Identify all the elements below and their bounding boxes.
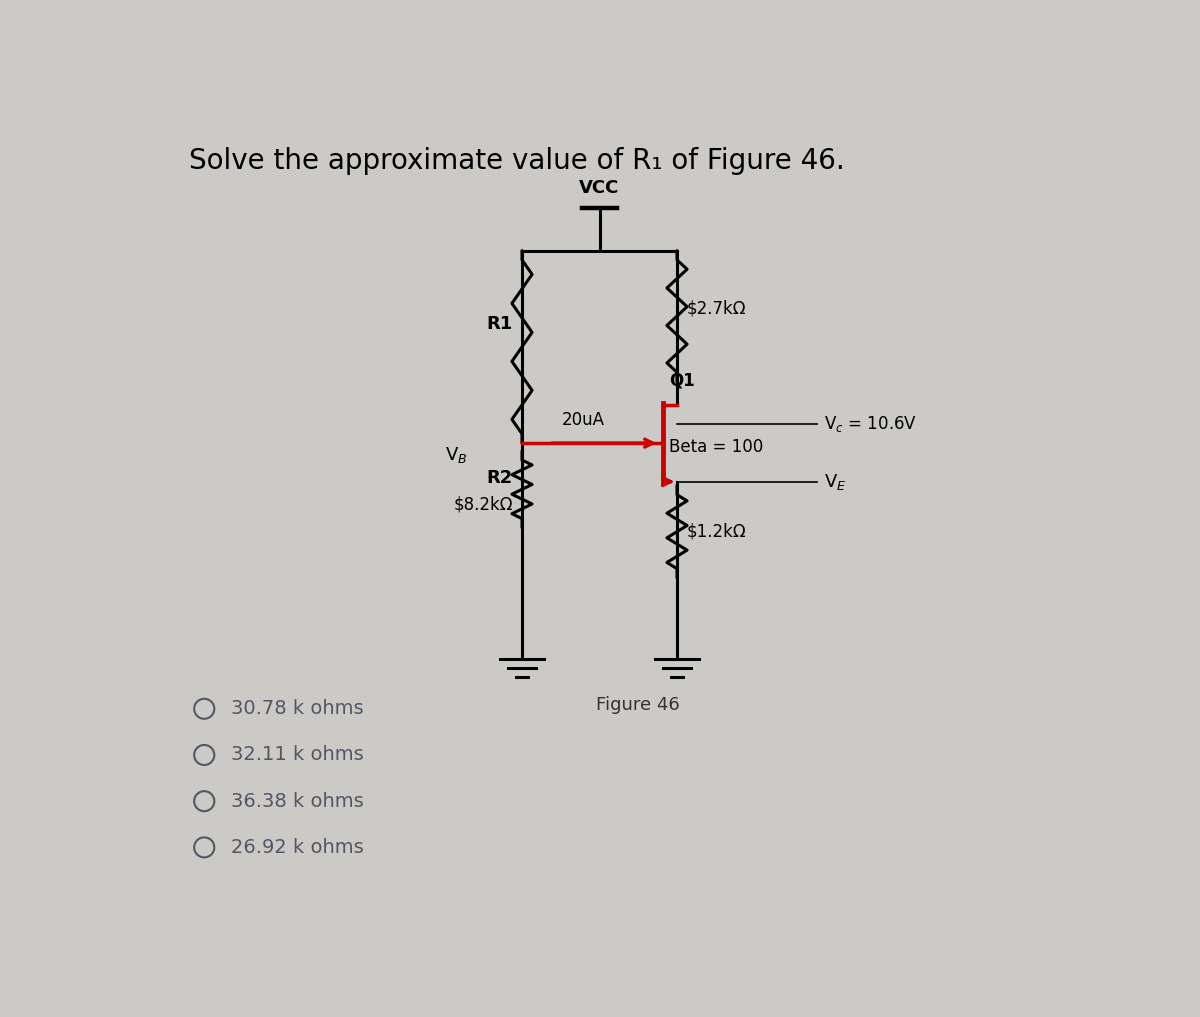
Text: Solve the approximate value of R₁ of Figure 46.: Solve the approximate value of R₁ of Fig… [188, 146, 845, 175]
Text: 30.78 k ohms: 30.78 k ohms [232, 700, 364, 718]
Text: Beta = 100: Beta = 100 [670, 438, 763, 456]
Text: V$_c$ = 10.6V: V$_c$ = 10.6V [824, 414, 918, 434]
Text: $8.2kΩ: $8.2kΩ [454, 495, 512, 514]
Text: 26.92 k ohms: 26.92 k ohms [232, 838, 364, 857]
Text: VCC: VCC [580, 179, 619, 196]
Text: V$_E$: V$_E$ [824, 472, 847, 491]
Text: 20uA: 20uA [562, 411, 605, 429]
Text: $1.2kΩ: $1.2kΩ [686, 523, 746, 541]
Text: 36.38 k ohms: 36.38 k ohms [232, 791, 364, 811]
Text: R1: R1 [486, 315, 512, 333]
Text: R2: R2 [486, 469, 512, 487]
Text: $2.7kΩ: $2.7kΩ [686, 299, 746, 317]
Text: 32.11 k ohms: 32.11 k ohms [232, 745, 364, 765]
Text: Q1: Q1 [670, 371, 695, 390]
Text: V$_B$: V$_B$ [445, 444, 467, 465]
Text: Figure 46: Figure 46 [596, 696, 680, 714]
